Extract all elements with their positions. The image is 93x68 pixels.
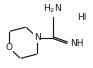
- Text: HI: HI: [77, 13, 86, 22]
- Text: NH: NH: [70, 39, 84, 48]
- Text: H$_2$N: H$_2$N: [43, 2, 62, 15]
- Text: N: N: [34, 33, 41, 42]
- Text: O: O: [6, 43, 13, 52]
